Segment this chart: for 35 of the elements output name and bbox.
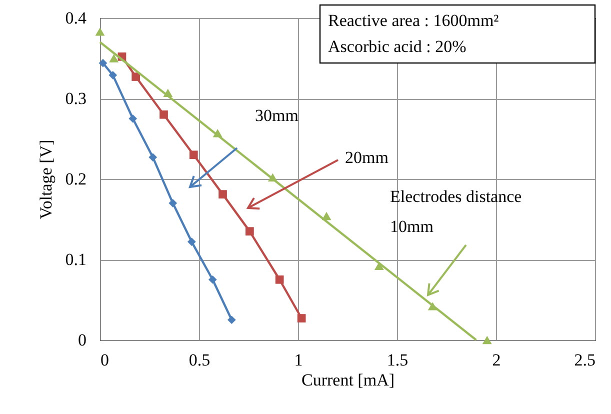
y-axis-title: Voltage [V] — [36, 140, 56, 220]
point — [275, 275, 284, 284]
point — [108, 70, 118, 80]
annotation: Electrodes distance 10mm — [390, 187, 522, 236]
x-tick-label: 2.5 — [574, 350, 596, 370]
point — [187, 238, 196, 246]
x-tick-label: 1 — [294, 350, 303, 370]
point — [148, 153, 158, 162]
x-tick-label: 0.5 — [188, 350, 210, 370]
y-tick-label: 0.4 — [65, 8, 87, 28]
annotation: 30mm — [255, 106, 298, 126]
point — [246, 227, 254, 236]
point — [109, 54, 119, 62]
point — [227, 316, 236, 324]
point — [218, 190, 227, 198]
point — [95, 28, 105, 36]
point — [168, 198, 178, 208]
x-tick-label: 0 — [100, 350, 109, 370]
point — [160, 110, 168, 119]
annotation: Reactive area : 1600mm² Ascorbic acid : 20% — [328, 11, 499, 56]
point — [482, 336, 492, 344]
y-tick-label: 0 — [78, 330, 86, 350]
point — [128, 114, 138, 123]
point — [98, 58, 108, 68]
y-tick-label: 0.2 — [65, 170, 86, 188]
point — [208, 275, 217, 284]
y-tick-label: 0.3 — [65, 89, 86, 108]
point — [189, 150, 198, 160]
x-axis-title: Current [mA] — [301, 370, 395, 390]
point — [297, 314, 306, 322]
x-tick-label: 2 — [492, 350, 501, 370]
x-tick-label: 1.5 — [386, 350, 408, 370]
point — [132, 72, 140, 81]
annotation: 20mm — [345, 148, 388, 168]
y-tick-label: 0.1 — [65, 250, 86, 269]
